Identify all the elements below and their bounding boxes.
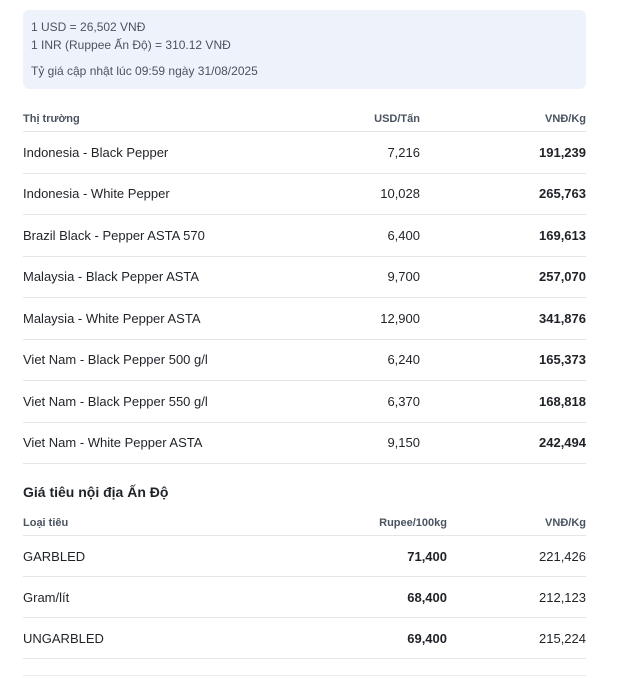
column-header-vnd: VNĐ/Kg xyxy=(447,511,586,536)
market-name: Viet Nam - White Pepper ASTA xyxy=(23,422,313,464)
usd-price: 6,240 xyxy=(313,339,420,381)
pepper-type: UNGARBLED xyxy=(23,617,313,659)
column-header-type: Loại tiêu xyxy=(23,511,313,536)
market-name: Malaysia - Black Pepper ASTA xyxy=(23,256,313,298)
market-name: Indonesia - White Pepper xyxy=(23,173,313,215)
table-row: Malaysia - White Pepper ASTA 12,900 341,… xyxy=(23,297,586,340)
pepper-type: Gram/lít xyxy=(23,576,313,618)
market-name: Viet Nam - Black Pepper 500 g/l xyxy=(23,339,313,381)
table-row: GARBLED 71,400 221,426 xyxy=(23,535,586,577)
market-name: Indonesia - Black Pepper xyxy=(23,131,313,174)
inr-rate: 1 INR (Ruppee Ấn Độ) = 310.12 VNĐ xyxy=(31,38,231,52)
market-name: Malaysia - White Pepper ASTA xyxy=(23,297,313,340)
usd-price: 6,370 xyxy=(313,380,420,423)
table-row: Viet Nam - Black Pepper 550 g/l 6,370 16… xyxy=(23,380,586,423)
vnd-price: 212,123 xyxy=(447,576,586,618)
rate-updated-time: Tỷ giá cập nhật lúc 09:59 ngày 31/08/202… xyxy=(31,64,258,78)
column-header-market: Thị trường xyxy=(23,107,313,132)
column-header-rupee: Rupee/100kg xyxy=(313,511,447,536)
usd-price: 9,150 xyxy=(313,422,420,464)
rupee-price: 68,400 xyxy=(313,576,447,618)
table-row: Viet Nam - Black Pepper 500 g/l 6,240 16… xyxy=(23,339,586,381)
vnd-price: 168,818 xyxy=(420,380,586,423)
rupee-price: 69,400 xyxy=(313,617,447,659)
table-row: Viet Nam - White Pepper ASTA 9,150 242,4… xyxy=(23,422,586,464)
usd-price: 7,216 xyxy=(313,131,420,174)
vnd-price: 169,613 xyxy=(420,214,586,257)
vnd-price: 165,373 xyxy=(420,339,586,381)
table-row: Gram/lít 68,400 212,123 xyxy=(23,576,586,618)
vnd-price: 215,224 xyxy=(447,617,586,659)
international-pepper-price-table: Thị trường USD/Tấn VNĐ/Kg Indonesia - Bl… xyxy=(23,107,586,464)
usd-price: 9,700 xyxy=(313,256,420,298)
table-row: UNGARBLED 69,400 215,224 xyxy=(23,617,586,659)
table-row: Indonesia - White Pepper 10,028 265,763 xyxy=(23,173,586,215)
market-name: Brazil Black - Pepper ASTA 570 xyxy=(23,214,313,257)
vnd-price: 191,239 xyxy=(420,131,586,174)
vnd-price: 265,763 xyxy=(420,173,586,215)
table-header-row: Thị trường USD/Tấn VNĐ/Kg xyxy=(23,107,586,132)
usd-price: 6,400 xyxy=(313,214,420,257)
table-header-row: Loại tiêu Rupee/100kg VNĐ/Kg xyxy=(23,511,586,536)
vnd-price: 221,426 xyxy=(447,535,586,577)
usd-price: 10,028 xyxy=(313,173,420,215)
usd-price: 12,900 xyxy=(313,297,420,340)
vnd-price: 341,876 xyxy=(420,297,586,340)
rupee-price: 71,400 xyxy=(313,535,447,577)
table-row: Malaysia - Black Pepper ASTA 9,700 257,0… xyxy=(23,256,586,298)
india-pepper-price-table: Loại tiêu Rupee/100kg VNĐ/Kg GARBLED 71,… xyxy=(23,511,586,659)
section-title: Giá tiêu nội địa Ấn Độ xyxy=(23,484,169,500)
column-header-usd: USD/Tấn xyxy=(313,107,420,132)
exchange-rate-box: 1 USD = 26,502 VNĐ 1 INR (Ruppee Ấn Độ) … xyxy=(23,10,586,89)
table-row: Indonesia - Black Pepper 7,216 191,239 xyxy=(23,131,586,174)
table-row: Brazil Black - Pepper ASTA 570 6,400 169… xyxy=(23,214,586,257)
usd-rate: 1 USD = 26,502 VNĐ xyxy=(31,20,146,34)
market-name: Viet Nam - Black Pepper 550 g/l xyxy=(23,380,313,423)
vnd-price: 257,070 xyxy=(420,256,586,298)
divider xyxy=(23,675,586,676)
vnd-price: 242,494 xyxy=(420,422,586,464)
column-header-vnd: VNĐ/Kg xyxy=(420,107,586,132)
pepper-type: GARBLED xyxy=(23,535,313,577)
